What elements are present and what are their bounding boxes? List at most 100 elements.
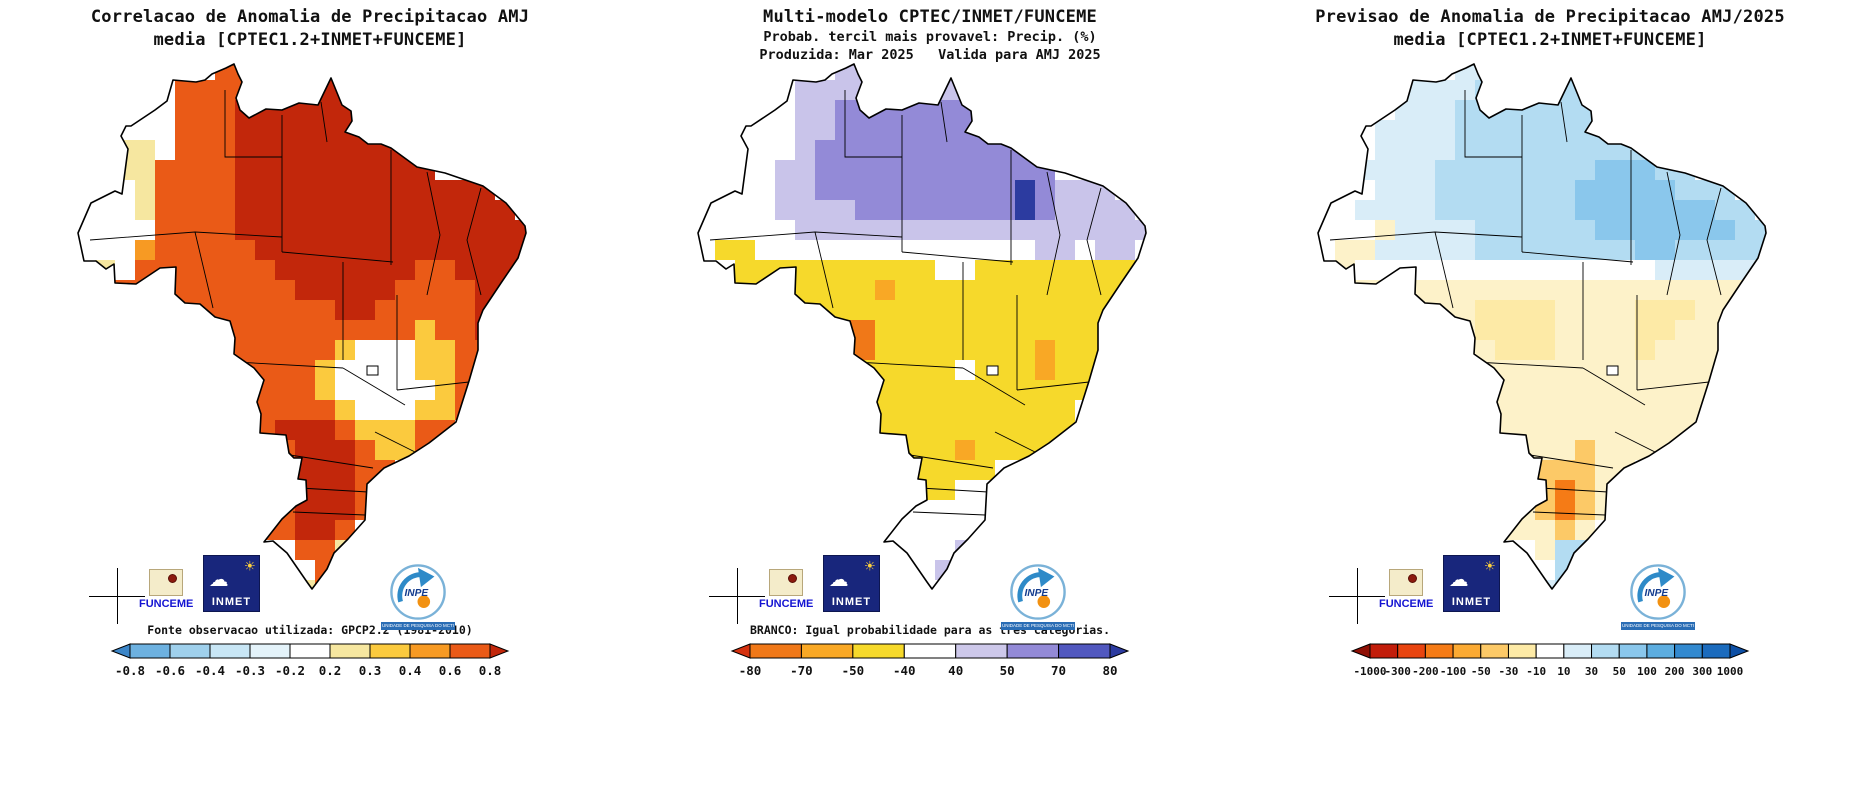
inmet-label: INMET (211, 596, 252, 608)
grid-cell (935, 340, 955, 360)
grid-cell (1035, 400, 1055, 420)
grid-cell (95, 200, 115, 220)
colorbar-segment (449, 643, 491, 659)
grid-cell (375, 320, 395, 340)
grid-cell (315, 300, 335, 320)
grid-cell (995, 360, 1015, 380)
grid-cell (955, 360, 975, 380)
inmet-label: INMET (831, 596, 872, 608)
grid-cell (1655, 200, 1675, 220)
grid-cell (235, 140, 255, 160)
funceme-map-icon (1389, 569, 1424, 596)
funceme-logo: FUNCEME (759, 569, 813, 610)
grid-cell (1535, 240, 1555, 260)
state-borders (709, 90, 1102, 516)
grid-cell (255, 160, 275, 180)
grid-cell (135, 160, 155, 180)
grid-cell (995, 180, 1015, 200)
grid-cell (335, 360, 355, 380)
grid-cell (395, 400, 415, 420)
colorbar-right-arrow (489, 643, 510, 659)
grid-cell (915, 420, 935, 440)
grid-cell (1375, 260, 1395, 280)
grid-cell (995, 320, 1015, 340)
grid-cell (1015, 160, 1035, 180)
grid-cell (315, 520, 335, 540)
grid-cell (1535, 120, 1555, 140)
grid-cell (315, 560, 335, 580)
grid-cell (995, 460, 1015, 480)
colorbar-segment (1591, 643, 1620, 659)
grid-cell (875, 320, 895, 340)
grid-cell (875, 220, 895, 240)
grid-cell (475, 240, 495, 260)
grid-cell (115, 260, 135, 280)
grid-cell (895, 300, 915, 320)
grid-cell (895, 420, 915, 440)
grid-cell (335, 420, 355, 440)
grid-cell (315, 380, 335, 400)
grid-cell (175, 100, 195, 120)
grid-cell (955, 340, 975, 360)
grid-cell (875, 180, 895, 200)
grid-cell (1015, 360, 1035, 380)
grid-cell (455, 320, 475, 340)
grid-cell (875, 140, 895, 160)
grid-cell (1675, 300, 1695, 320)
grid-cell (315, 480, 335, 500)
cloud-icon: ☁ (1449, 556, 1469, 594)
inmet-logo: ☁ ☀ INMET (823, 555, 880, 612)
grid-cell (1575, 420, 1595, 440)
grid-cell (1535, 200, 1555, 220)
grid-cell (235, 280, 255, 300)
grid-cell (1035, 380, 1055, 400)
grid-cell (875, 260, 895, 280)
grid-cell (275, 180, 295, 200)
grid-cell (1135, 220, 1146, 240)
grid-cell (1695, 200, 1715, 220)
grid-cell (415, 320, 435, 340)
grid-cell (375, 200, 395, 220)
grid-cell (255, 340, 275, 360)
grid-cell (855, 320, 875, 340)
grid-cell (1575, 340, 1595, 360)
grid-cell (895, 280, 915, 300)
inpe-icon: INPE (390, 563, 446, 620)
grid-cell (1415, 180, 1435, 200)
grid-cell (335, 180, 355, 200)
grid-cell (155, 240, 175, 260)
grid-cell (935, 580, 955, 589)
grid-cell (735, 100, 755, 120)
grid-cell (1675, 160, 1695, 180)
grid-cell (955, 240, 975, 260)
grid-cell (1595, 220, 1615, 240)
grid-cell (395, 380, 415, 400)
grid-cell (415, 300, 435, 320)
grid-cell (1095, 280, 1115, 300)
grid-cell (195, 220, 215, 240)
grid-cell (915, 100, 935, 120)
grid-cell (1635, 140, 1655, 160)
grid-cell (255, 240, 275, 260)
grid-cell (1318, 220, 1335, 240)
grid-cell (1575, 240, 1595, 260)
grid-cell (295, 100, 315, 120)
grid-cell (1475, 120, 1495, 140)
grid-cell (1015, 420, 1035, 440)
grid-cell (875, 200, 895, 220)
grid-cell (1635, 220, 1655, 240)
grid-cell (815, 120, 835, 140)
grid-cell (815, 280, 835, 300)
grid-cell (295, 360, 315, 380)
grid-cell (515, 220, 526, 240)
grid-cell (1595, 460, 1615, 480)
grid-cell (975, 420, 995, 440)
grid-cell (1395, 240, 1415, 260)
grid-cell (1055, 400, 1075, 420)
colorbar-segment (1397, 643, 1426, 659)
grid-cell (1415, 280, 1435, 300)
grid-cell (1635, 360, 1655, 380)
grid-cell (1695, 300, 1715, 320)
grid-cell (1435, 260, 1455, 280)
grid-cell (995, 300, 1015, 320)
